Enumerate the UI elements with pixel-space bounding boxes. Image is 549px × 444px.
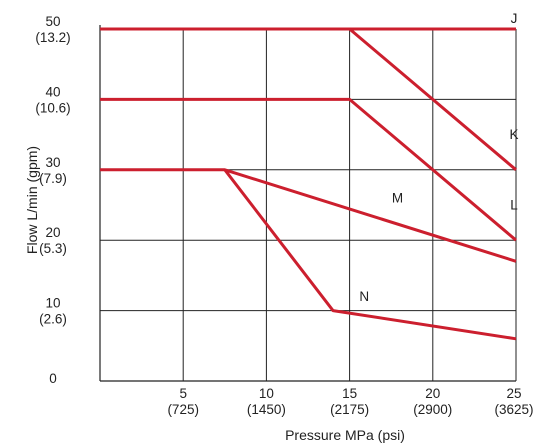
series-line-n [223, 168, 517, 341]
x-tick-label-20: 20 [425, 386, 440, 401]
axes [99, 25, 516, 382]
x-tick-label-15: 15 [342, 386, 357, 401]
y-tick-labels: 0 10(2.6) 20(5.3) 30(7.9) 40(10.6) 50(13.2) [35, 14, 70, 386]
y-tick-sublabel-40: (10.6) [35, 100, 70, 115]
y-tick-label-30: 30 [45, 155, 60, 170]
y-tick-sublabel-50: (13.2) [35, 30, 70, 45]
line-annotations: J K L M N [359, 11, 518, 304]
x-tick-labels: 5(725) 10(1450) 15(2175) 20(2900) 25(3625) [167, 386, 533, 417]
y-tick-label-50: 50 [45, 14, 60, 29]
x-tick-sublabel-5: (725) [167, 402, 199, 417]
x-axis-title: Pressure MPa (psi) [285, 427, 405, 443]
x-tick-sublabel-10: (1450) [247, 402, 286, 417]
annotation-j: J [511, 11, 518, 26]
series-line-l [100, 97, 517, 242]
y-tick-sublabel-10: (2.6) [39, 312, 67, 327]
annotation-n: N [359, 289, 369, 304]
x-tick-label-10: 10 [259, 386, 274, 401]
y-tick-sublabel-30: (7.9) [39, 171, 67, 186]
y-axis-title: Flow L/min (gpm) [24, 146, 40, 254]
x-tick-label-25: 25 [506, 386, 521, 401]
y-tick-sublabel-20: (5.3) [39, 241, 67, 256]
x-tick-label-5: 5 [179, 386, 187, 401]
y-tick-label-20: 20 [45, 225, 60, 240]
y-tick-label-10: 10 [45, 296, 60, 311]
series-line-m [100, 168, 517, 263]
annotation-m: M [392, 191, 403, 206]
annotation-k: K [509, 127, 518, 142]
y-tick-label-40: 40 [45, 84, 60, 99]
annotation-l: L [510, 198, 518, 213]
x-tick-sublabel-20: (2900) [413, 402, 452, 417]
x-tick-sublabel-25: (3625) [494, 402, 533, 417]
series-lines [100, 27, 517, 341]
series-line-k [100, 27, 517, 171]
x-tick-sublabel-15: (2175) [330, 402, 369, 417]
y-tick-label-0: 0 [49, 371, 57, 386]
